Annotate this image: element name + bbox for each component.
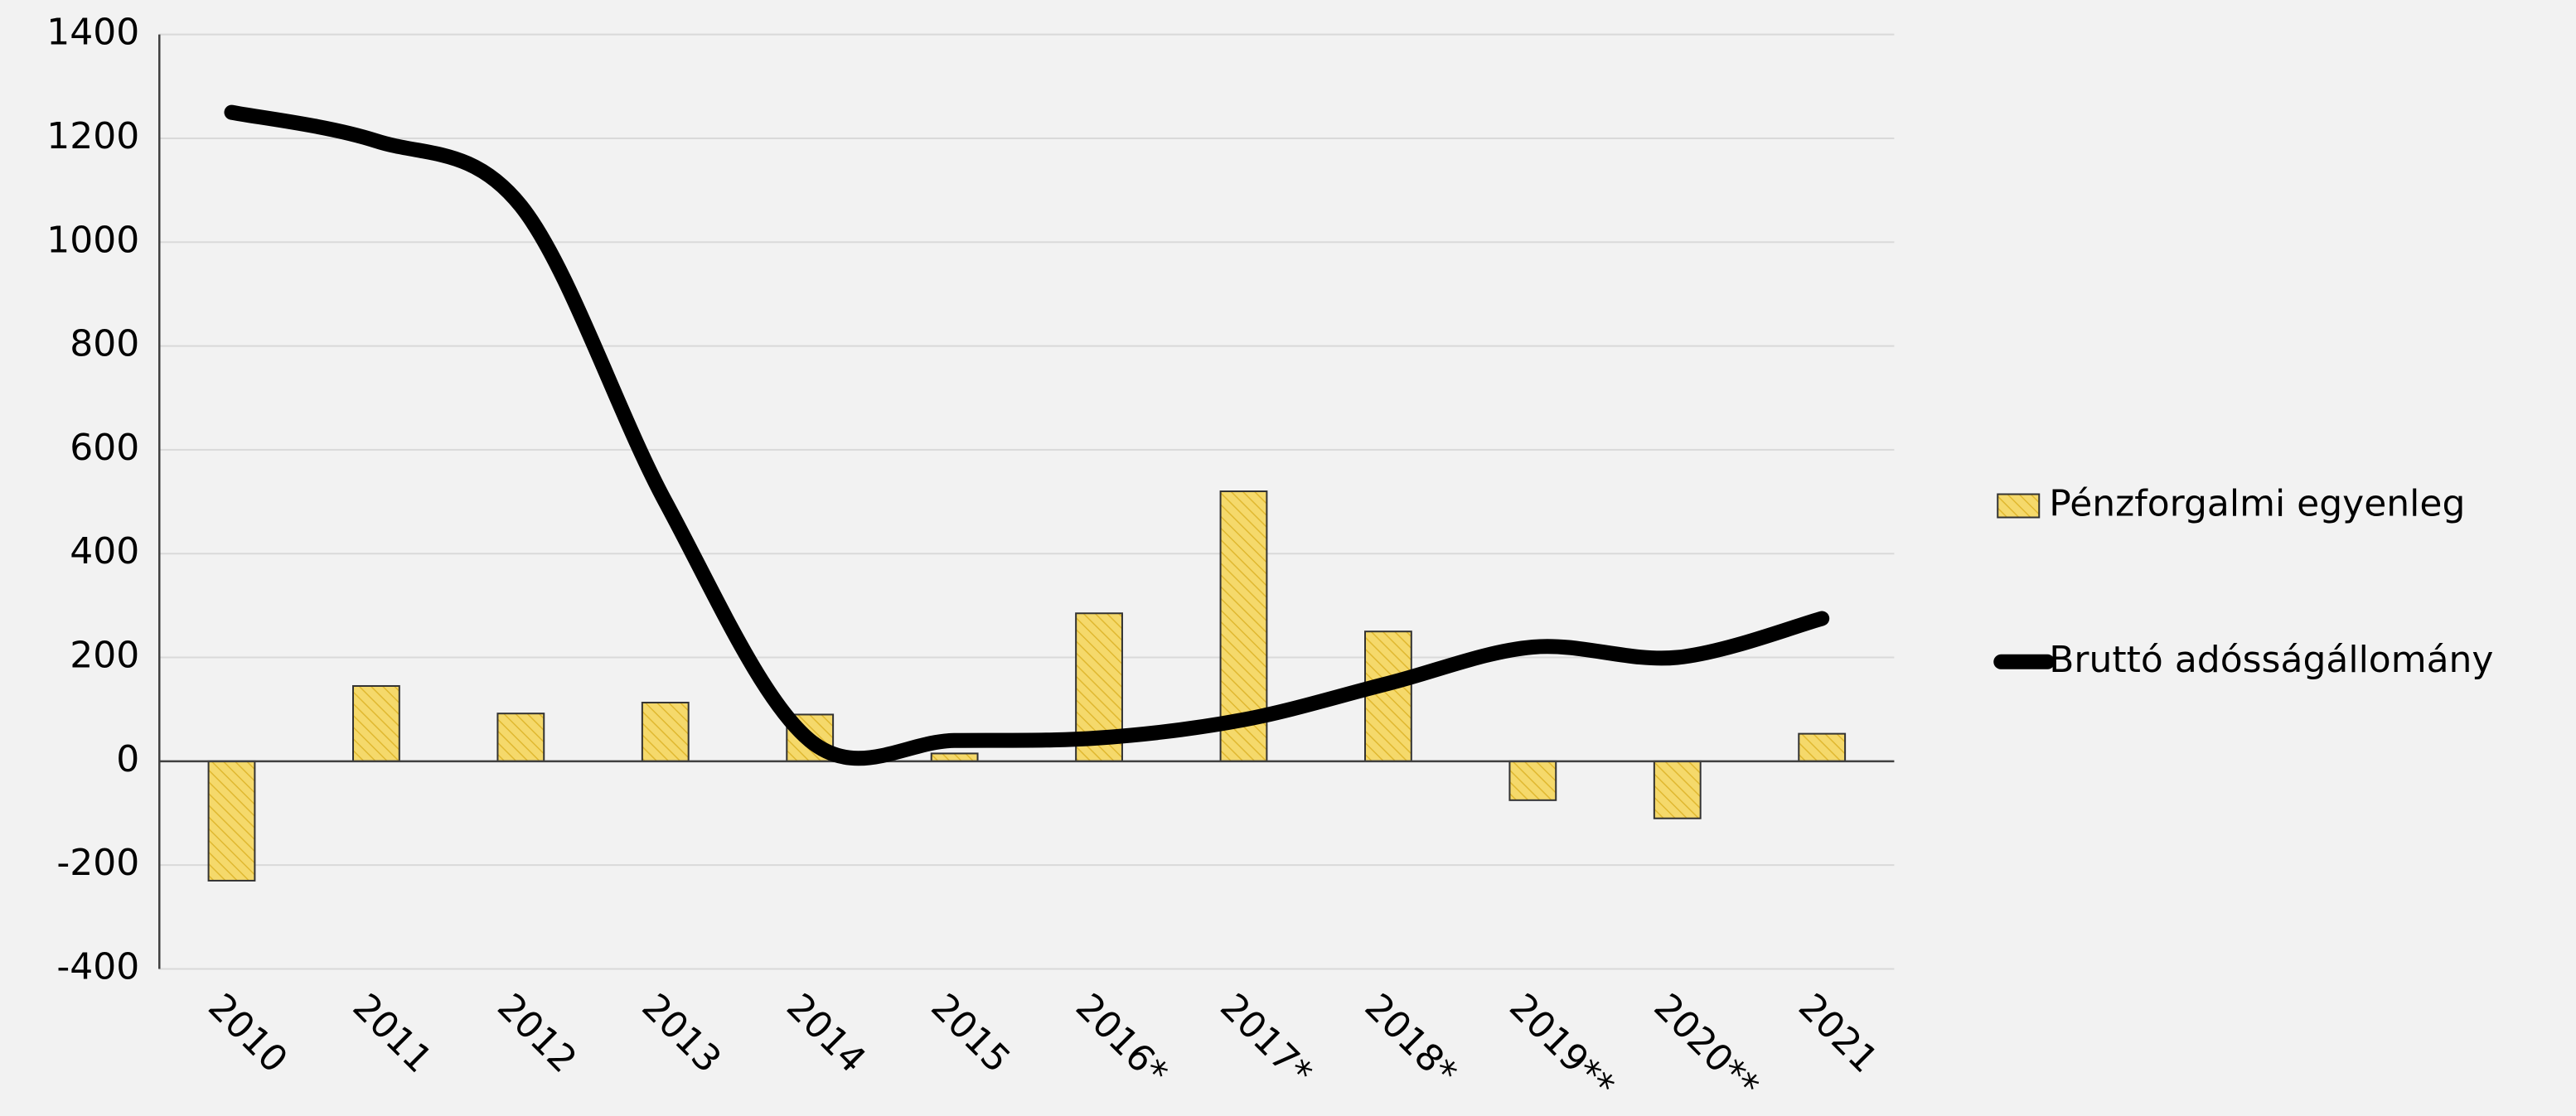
y-tick-label: -200 [56,842,139,884]
bar [352,684,400,762]
bar [1798,732,1847,762]
bar [1653,760,1702,819]
bar [1364,630,1412,762]
bar [641,702,690,762]
bar [496,713,545,762]
y-tick-label: 800 [70,323,139,365]
y-tick-label: 1200 [46,115,139,157]
y-tick-label: 1000 [46,219,139,261]
legend-label: Bruttó adósságállomány [2049,639,2493,681]
y-tick-label: 200 [70,635,139,677]
y-tick-label: -400 [56,945,139,988]
line [224,104,1830,766]
y-tick-label: 1400 [46,12,139,54]
legend-label: Pénzforgalmi egyenleg [2049,483,2465,525]
bar [930,752,979,762]
bar [207,760,256,882]
y-tick-label: 400 [70,530,139,572]
y-tick-label: 600 [70,427,139,469]
y-tick-label: 0 [116,738,139,780]
bar [1508,760,1557,801]
legend-swatch [1997,493,2041,519]
